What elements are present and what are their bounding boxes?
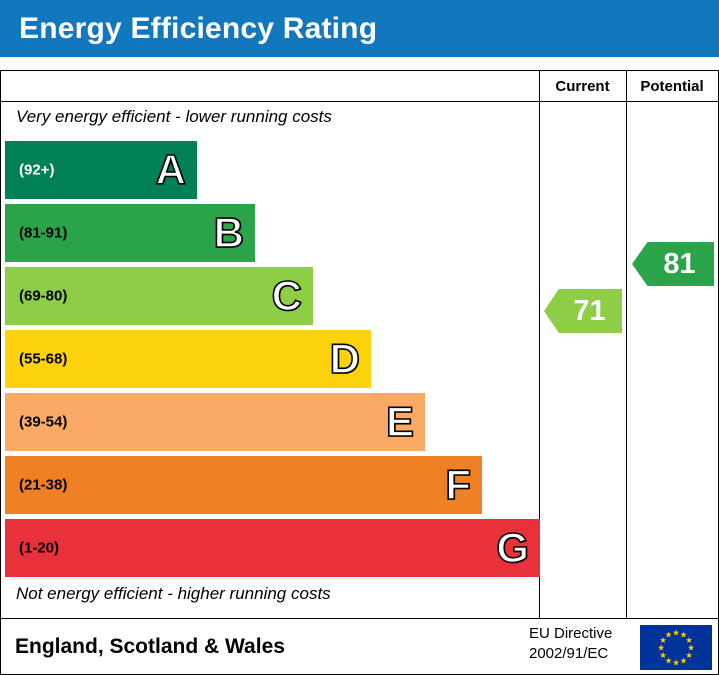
eu-directive-label: EU Directive 2002/91/EC (529, 624, 612, 664)
eu-star-icon: ★ (680, 656, 688, 666)
eu-star-icon: ★ (672, 628, 680, 638)
eu-flag: ★ ★ ★ ★ ★ ★ ★ ★ ★ ★ ★ ★ (640, 625, 712, 670)
eu-star-icon: ★ (685, 635, 693, 645)
current-column-divider (539, 71, 540, 618)
band-letter: C (271, 272, 303, 319)
bottom-note: Not energy efficient - higher running co… (16, 584, 331, 603)
header-row-divider (1, 101, 718, 102)
top-note: Very energy efficient - lower running co… (16, 107, 332, 126)
eu-flag-field (640, 625, 712, 670)
band-row-f: (21-38) F (5, 456, 482, 514)
band-range-label: (21-38) (19, 476, 68, 494)
band-letter: B (213, 209, 245, 256)
current-rating-arrow: 71 (544, 289, 622, 333)
eu-star-icon: ★ (687, 643, 695, 653)
potential-rating-arrow: 81 (632, 242, 714, 286)
band-row-g: (1-20) G (5, 519, 540, 577)
band-row-d: (55-68) D (5, 330, 371, 388)
band-range-label: (81-91) (19, 224, 68, 242)
band-range-label: (69-80) (19, 287, 68, 305)
eu-directive-line1: EU Directive (529, 625, 613, 642)
eu-star-icon: ★ (680, 630, 688, 640)
eu-star-icon: ★ (665, 656, 673, 666)
band-range-label: (92+) (19, 161, 55, 179)
eu-star-icon: ★ (665, 630, 673, 640)
potential-rating-value: 81 (663, 247, 696, 280)
current-rating-value: 71 (573, 294, 606, 327)
band-range-label: (1-20) (19, 539, 60, 557)
page-title: Energy Efficiency Rating (19, 11, 378, 45)
eu-star-icon: ★ (657, 643, 665, 653)
eu-star-icon: ★ (659, 635, 667, 645)
band-letter: G (496, 524, 530, 571)
band-letter: F (445, 461, 472, 508)
region-label: England, Scotland & Wales (15, 634, 285, 658)
band-row-a: (92+) A (5, 141, 197, 199)
current-column-header: Current (555, 77, 610, 95)
potential-column-divider (626, 71, 627, 618)
band-range-label: (39-54) (19, 413, 68, 431)
eu-star-icon: ★ (672, 658, 680, 668)
band-letter: A (155, 146, 187, 193)
band-range-label: (55-68) (19, 350, 68, 368)
eu-directive-line2: 2002/91/EC (529, 645, 609, 662)
band-row-b: (81-91) B (5, 204, 255, 262)
rating-table: Current Potential Very energy efficient … (0, 70, 719, 675)
band-row-e: (39-54) E (5, 393, 425, 451)
band-letter: D (329, 335, 361, 382)
title-bar: Energy Efficiency Rating (0, 0, 719, 57)
eu-star-icon: ★ (659, 650, 667, 660)
band-row-c: (69-80) C (5, 267, 313, 325)
band-letter: E (385, 398, 415, 445)
potential-column-header: Potential (640, 77, 704, 95)
eu-star-icon: ★ (685, 650, 693, 660)
footer-divider (1, 618, 718, 619)
